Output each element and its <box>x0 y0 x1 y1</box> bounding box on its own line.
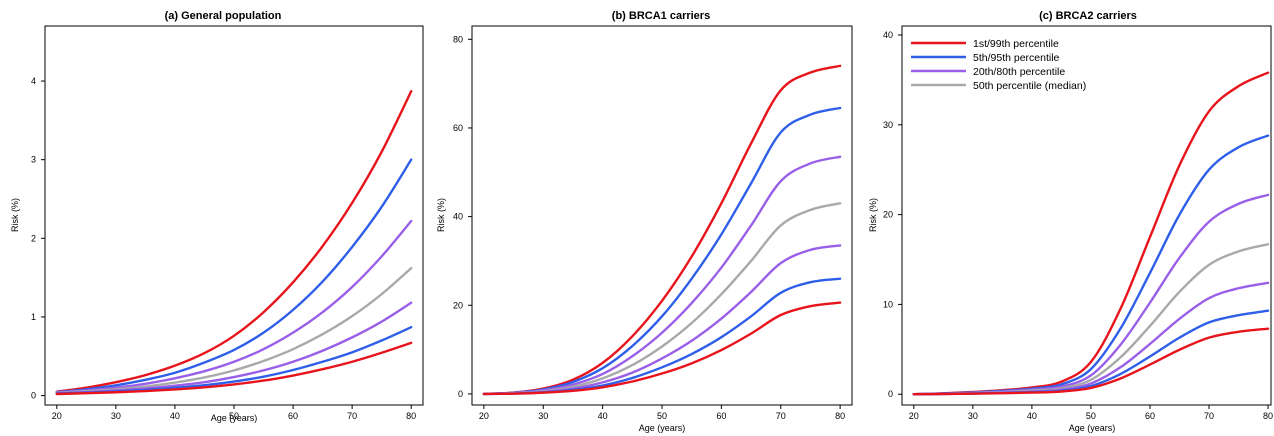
panel-c-x-tick-label: 40 <box>1027 411 1037 421</box>
panel-a-x-tick-label: 80 <box>406 411 416 421</box>
panel-c-x-tick-label: 50 <box>1086 411 1096 421</box>
panel-b-series-line-7 <box>482 301 842 396</box>
legend-label-50th: 50th percentile (median) <box>973 80 1086 92</box>
panel-c-series-line-6 <box>912 309 1270 396</box>
panel-a-x-tick-label: 20 <box>52 411 62 421</box>
panel-a-title: (a) General population <box>165 10 282 22</box>
panel-b-x-tick-label: 40 <box>598 411 608 421</box>
legend-item-1st-99th: 1st/99th percentile <box>911 38 1059 50</box>
panel-a-x-tick-label: 70 <box>347 411 357 421</box>
panel-c-x-tick-label: 80 <box>1263 411 1273 421</box>
panel-c-y-tick-label: 20 <box>883 210 893 220</box>
panel-b-y-tick-label: 40 <box>453 212 463 222</box>
legend-label-1st-99th: 1st/99th percentile <box>973 38 1059 50</box>
panel-c-y-tick-label: 0 <box>888 389 893 399</box>
panel-a-lines <box>55 90 413 396</box>
panel-a-series-line-1 <box>55 90 413 393</box>
panel-b-lines <box>482 64 842 396</box>
panel-b-title: (b) BRCA1 carriers <box>612 10 710 22</box>
panel-b-x-label: Age (years) <box>639 423 686 433</box>
panel-b-y-axis: 0 20 40 60 80 <box>453 34 472 399</box>
panel-c-x-tick-label: 20 <box>909 411 919 421</box>
panel-c-y-tick-label: 40 <box>883 30 893 40</box>
panel-c-x-axis: 20 30 40 50 60 70 80 <box>909 405 1273 421</box>
panel-a-series-line-2 <box>55 158 413 394</box>
panel-a-y-tick-label: 2 <box>31 233 36 243</box>
panel-b-x-tick-label: 20 <box>479 411 489 421</box>
legend-label-5th-95th: 5th/95th percentile <box>973 52 1060 64</box>
panel-a-x-tick-label: 50 <box>229 411 239 421</box>
legend-item-5th-95th: 5th/95th percentile <box>911 52 1060 64</box>
panel-c-series-line-2 <box>912 134 1270 396</box>
panel-b-y-label: Risk (%) <box>436 198 446 232</box>
panel-a-series-line-5 <box>55 301 413 395</box>
panel-c-x-label: Age (years) <box>1069 423 1116 433</box>
panel-b-series-line-5 <box>482 244 842 396</box>
panel-b-x-tick-label: 50 <box>657 411 667 421</box>
panel-b-x-tick-label: 70 <box>776 411 786 421</box>
panel-a-x-tick-label: 40 <box>170 411 180 421</box>
panel-a-y-tick-label: 3 <box>31 155 36 165</box>
panel-b-x-axis: 20 30 40 50 60 70 80 <box>479 405 845 421</box>
panel-c-y-tick-label: 10 <box>883 299 893 309</box>
panel-a-y-tick-label: 4 <box>31 76 36 86</box>
panel-c-y-axis: 0 10 20 30 40 <box>883 30 902 399</box>
panel-a-series-line-7 <box>55 341 413 396</box>
panel-b-y-tick-label: 0 <box>458 389 463 399</box>
panel-a-y-label: Risk (%) <box>10 198 20 232</box>
panel-a-x-axis: 20 30 40 50 60 70 80 <box>52 405 416 421</box>
panel-b-x-tick-label: 30 <box>538 411 548 421</box>
panel-brca2-carriers: (c) BRCA2 carriers 0 10 20 30 40 20 30 40 50 60 7… <box>868 10 1273 433</box>
panel-a-x-label: Age (years) <box>211 413 258 423</box>
panel-a-y-tick-label: 1 <box>31 312 36 322</box>
panel-c-y-tick-label: 30 <box>883 120 893 130</box>
panel-b-x-tick-label: 80 <box>835 411 845 421</box>
panel-b-series-line-1 <box>482 64 842 396</box>
panel-c-series-line-7 <box>912 327 1270 396</box>
panel-c-lines <box>912 71 1270 396</box>
panel-c-x-tick-label: 60 <box>1145 411 1155 421</box>
panel-c-x-tick-label: 30 <box>968 411 978 421</box>
panel-c-frame <box>901 25 1272 406</box>
panel-b-y-tick-label: 60 <box>453 123 463 133</box>
panel-c-series-line-5 <box>912 281 1270 396</box>
panel-a-x-tick-label: 60 <box>288 411 298 421</box>
legend-label-20th-80th: 20th/80th percentile <box>973 66 1065 78</box>
panel-b-x-tick-label: 60 <box>716 411 726 421</box>
panel-a-series-line-4 <box>55 266 413 395</box>
panel-b-series-line-6 <box>482 277 842 396</box>
legend-item-20th-80th: 20th/80th percentile <box>911 66 1065 78</box>
panel-c-series-line-1 <box>912 71 1270 396</box>
panel-b-y-tick-label: 20 <box>453 300 463 310</box>
panel-b-y-tick-label: 80 <box>453 34 463 44</box>
panel-c-title: (c) BRCA2 carriers <box>1039 10 1137 22</box>
panel-b-series-line-2 <box>482 106 842 396</box>
panel-general-population: (a) General population 0 1 2 3 4 20 30 40 50 60 7… <box>10 10 424 423</box>
panel-a-x-tick-label: 30 <box>111 411 121 421</box>
panel-a-series-line-3 <box>55 219 413 394</box>
panel-c-y-label: Risk (%) <box>868 198 878 232</box>
legend-item-50th: 50th percentile (median) <box>911 80 1086 92</box>
legend: 1st/99th percentile 5th/95th percentile … <box>911 38 1086 92</box>
panel-a-y-tick-label: 0 <box>31 391 36 401</box>
panel-c-x-tick-label: 70 <box>1204 411 1214 421</box>
panel-brca1-carriers: (b) BRCA1 carriers 0 20 40 60 80 20 30 40 50 60 7… <box>436 10 853 433</box>
panel-a-y-axis: 0 1 2 3 4 <box>31 76 45 401</box>
panel-b-series-line-4 <box>482 202 842 396</box>
